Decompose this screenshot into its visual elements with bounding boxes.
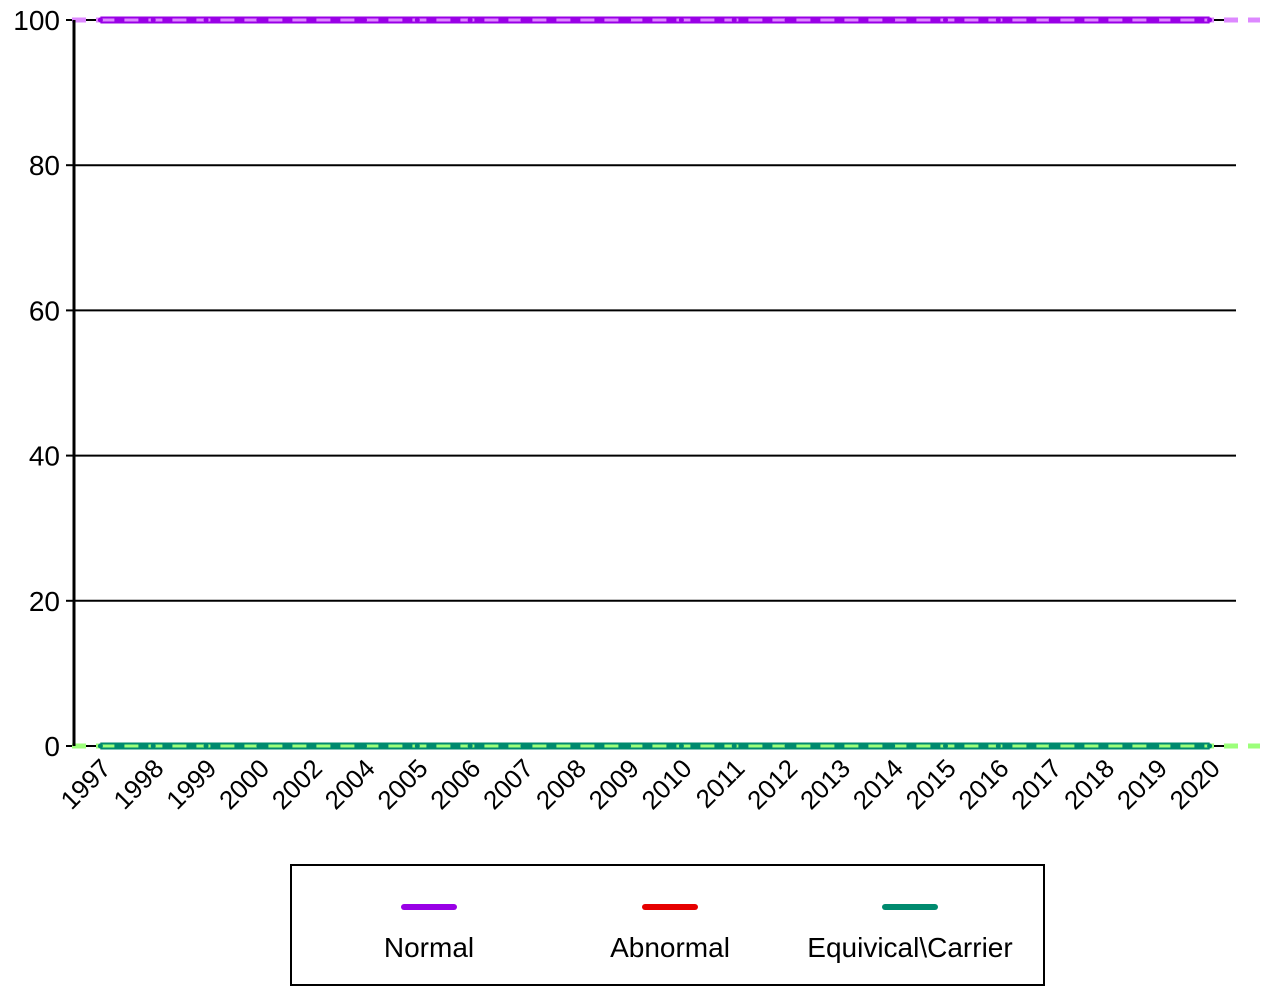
x-tick-label-2019: 2019 [1111,753,1173,815]
data-point-normal-2005 [414,17,420,23]
x-tick-label-2016: 2016 [952,753,1014,815]
data-point-equivical-carrier-1998 [150,743,156,749]
legend-swatch-equivical-carrier [882,904,938,910]
x-axis-tick-labels: 1997199819992000200220042005200620072008… [55,753,1226,815]
x-tick-label-2018: 2018 [1058,753,1120,815]
data-point-equivical-carrier-2005 [414,743,420,749]
data-point-normal-2018 [1101,17,1107,23]
x-tick-label-2005: 2005 [371,753,433,815]
data-point-equivical-carrier-2007 [520,743,526,749]
legend: Normal Abnormal Equivical\Carrier [290,864,1045,986]
data-point-normal-2015 [943,17,948,23]
data-point-equivical-carrier-1999 [203,743,209,749]
data-point-equivical-carrier-2002 [309,743,315,749]
data-point-normal-2016 [995,17,1001,23]
data-point-normal-2012 [784,17,790,23]
x-tick-label-1999: 1999 [160,753,222,815]
data-point-equivical-carrier-2011 [731,743,737,749]
data-point-equivical-carrier-2014 [890,743,896,749]
y-axis-tick-labels: 0 20 40 60 80 100 [13,5,60,762]
data-point-normal-2013 [837,17,843,23]
y-tick-label-60: 60 [29,295,60,326]
x-tick-label-2002: 2002 [266,753,328,815]
data-point-normal-2007 [520,17,526,23]
data-point-normal-2017 [1048,17,1054,23]
data-point-normal-2000 [256,17,262,23]
x-tick-label-2013: 2013 [794,753,856,815]
gridlines [66,19,1236,747]
series-lines [72,16,1260,750]
data-point-equivical-carrier-2019 [1154,743,1160,749]
legend-label-abnormal: Abnormal [610,932,730,963]
data-point-normal-2011 [731,17,737,23]
data-point-equivical-carrier-2010 [678,743,684,749]
x-tick-label-2020: 2020 [1164,753,1226,815]
data-point-normal-1998 [150,17,156,23]
data-point-normal-2019 [1154,17,1160,23]
data-point-normal-2020 [1207,17,1213,23]
x-tick-label-2014: 2014 [847,753,909,815]
legend-label-equivical-carrier: Equivical\Carrier [807,932,1013,963]
data-point-equivical-carrier-2017 [1048,743,1054,749]
legend-item-normal: Normal [309,866,549,984]
data-point-normal-2004 [362,17,367,23]
y-tick-label-100: 100 [13,5,60,36]
data-point-equivical-carrier-2016 [995,743,1001,749]
data-point-equivical-carrier-2008 [573,743,579,749]
y-tick-label-80: 80 [29,150,60,181]
x-tick-label-2004: 2004 [319,753,381,815]
legend-item-abnormal: Abnormal [550,866,790,984]
data-point-equivical-carrier-2018 [1101,743,1107,749]
legend-label-normal: Normal [383,932,475,963]
data-point-equivical-carrier-2009 [626,743,632,749]
x-tick-label-2000: 2000 [213,753,275,815]
x-tick-label-2009: 2009 [583,753,645,815]
data-point-normal-2008 [573,17,579,23]
data-point-normal-2002 [309,17,315,23]
x-tick-label-2006: 2006 [424,753,486,815]
data-point-equivical-carrier-2020 [1207,743,1213,749]
data-point-equivical-carrier-2013 [837,743,843,749]
y-tick-label-40: 40 [29,441,60,472]
data-point-equivical-carrier-2012 [784,743,790,749]
legend-swatch-normal [401,904,457,910]
data-point-equivical-carrier-2000 [256,743,262,749]
x-tick-label-1997: 1997 [55,753,117,815]
data-point-equivical-carrier-1997 [97,743,103,749]
x-tick-label-2007: 2007 [477,753,539,815]
data-point-normal-1999 [203,17,209,23]
x-tick-label-2008: 2008 [530,753,592,815]
data-point-normal-1997 [97,17,103,23]
data-point-normal-2014 [890,17,896,23]
x-tick-label-2011: 2011 [690,753,751,814]
data-point-normal-2010 [678,17,684,23]
legend-swatch-abnormal [642,904,698,910]
y-tick-label-20: 20 [29,586,60,617]
data-point-equivical-carrier-2004 [362,743,367,749]
data-point-equivical-carrier-2006 [467,743,473,749]
x-tick-label-2015: 2015 [900,753,962,815]
x-tick-label-2017: 2017 [1005,753,1067,815]
data-point-normal-2009 [626,17,632,23]
data-point-normal-2006 [467,17,473,23]
y-tick-label-0: 0 [44,731,60,762]
x-tick-label-1998: 1998 [107,753,169,815]
x-tick-label-2012: 2012 [741,753,803,815]
data-point-equivical-carrier-2015 [943,743,948,749]
x-tick-label-2010: 2010 [636,753,698,815]
legend-item-equivical-carrier: Equivical\Carrier [790,866,1030,984]
